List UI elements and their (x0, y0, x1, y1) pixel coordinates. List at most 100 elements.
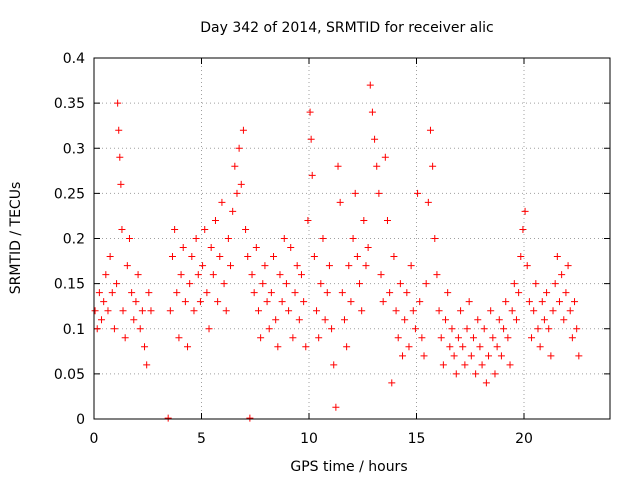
data-point (265, 325, 273, 333)
data-point (216, 253, 224, 261)
data-point (307, 135, 315, 143)
data-point (353, 253, 361, 261)
data-point (145, 289, 153, 297)
y-axis: 0 0.05 0.1 0.15 0.2 0.25 0.3 0.35 0.4 (54, 51, 610, 428)
data-point (235, 144, 243, 152)
data-point (392, 307, 400, 315)
data-point (371, 135, 379, 143)
data-point (510, 280, 518, 288)
data-point (315, 334, 323, 342)
data-point (317, 280, 325, 288)
data-point (108, 289, 116, 297)
data-point (437, 334, 445, 342)
data-point (566, 307, 574, 315)
data-point (177, 271, 185, 279)
data-point (377, 271, 385, 279)
data-point (104, 307, 112, 315)
data-point (409, 307, 417, 315)
y-axis-title: SRMTID / TECUs (8, 182, 24, 295)
data-point (270, 253, 278, 261)
data-point (330, 361, 338, 369)
data-point (407, 262, 415, 270)
data-point (295, 316, 303, 324)
data-point (106, 253, 114, 261)
data-point (399, 352, 407, 360)
data-point (573, 325, 581, 333)
data-point (472, 370, 480, 378)
y-tick-label: 0.05 (54, 367, 85, 383)
data-point (300, 298, 308, 306)
data-point (543, 289, 551, 297)
data-point (416, 298, 424, 306)
data-point (506, 361, 514, 369)
plot-frame (93, 57, 611, 420)
data-point (276, 271, 284, 279)
data-point (116, 153, 124, 161)
data-point (110, 325, 118, 333)
y-tick-label: 0.35 (54, 96, 85, 112)
data-point (319, 235, 327, 242)
data-point (325, 262, 333, 270)
data-point (128, 289, 136, 297)
data-point (267, 289, 275, 297)
data-point (143, 361, 151, 369)
data-point (414, 189, 422, 197)
data-point (313, 307, 321, 315)
data-point (280, 235, 288, 242)
grid-lines (94, 58, 610, 419)
data-point (220, 280, 228, 288)
data-point (530, 307, 538, 315)
data-point (564, 262, 572, 270)
data-point (497, 352, 505, 360)
data-point (545, 325, 553, 333)
data-point (489, 334, 497, 342)
data-point (448, 325, 456, 333)
data-point (435, 307, 443, 315)
data-point (482, 379, 490, 387)
data-point (297, 271, 305, 279)
data-point (242, 225, 250, 233)
data-point (274, 343, 282, 351)
data-point (422, 280, 430, 288)
data-point (321, 316, 329, 324)
data-point (431, 235, 439, 242)
data-point (115, 126, 123, 134)
data-point (366, 81, 374, 89)
data-point (555, 298, 563, 306)
data-point (102, 271, 110, 279)
data-point (282, 280, 290, 288)
data-point (558, 271, 566, 279)
data-point (98, 316, 106, 324)
data-point (551, 280, 559, 288)
x-tick-label: 0 (90, 431, 99, 447)
data-point (345, 262, 353, 270)
data-point (420, 352, 428, 360)
data-point (373, 162, 381, 170)
data-point (287, 244, 295, 252)
data-point (528, 334, 536, 342)
data-point (500, 325, 508, 333)
data-point (323, 289, 331, 297)
data-point (525, 298, 533, 306)
data-point (199, 262, 207, 270)
data-point (113, 280, 121, 288)
data-point (114, 99, 122, 107)
data-point (476, 343, 484, 351)
data-point (356, 280, 364, 288)
data-point (411, 325, 419, 333)
data-point (118, 225, 126, 233)
data-point (252, 244, 260, 252)
data-point (259, 280, 267, 288)
data-point (433, 271, 441, 279)
data-point (424, 198, 432, 206)
data-point (444, 289, 452, 297)
data-point (571, 298, 579, 306)
data-point (478, 361, 486, 369)
data-point (184, 343, 192, 351)
data-point (229, 207, 237, 215)
x-tick-label: 20 (515, 431, 533, 447)
data-point (308, 171, 316, 179)
data-point (347, 298, 355, 306)
data-point (502, 298, 510, 306)
data-point (517, 253, 525, 261)
